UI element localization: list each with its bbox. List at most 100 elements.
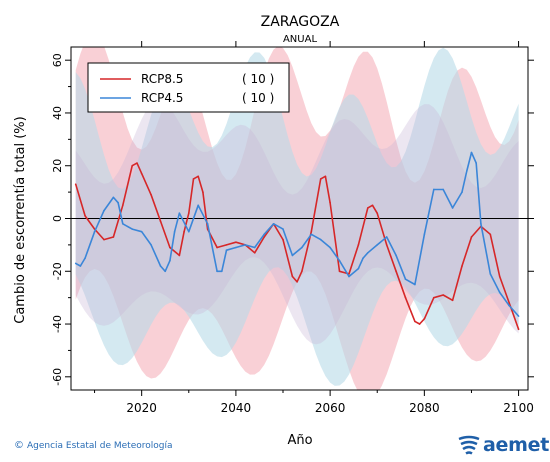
data-point xyxy=(187,230,190,233)
data-point xyxy=(508,302,510,304)
data-point xyxy=(235,246,237,249)
data-point xyxy=(178,254,181,257)
data-point xyxy=(220,270,223,273)
series-lines xyxy=(74,151,520,331)
data-point xyxy=(329,201,331,204)
y-tick-label: 40 xyxy=(51,106,64,120)
data-point xyxy=(136,162,138,164)
data-point xyxy=(451,207,454,209)
data-point xyxy=(385,244,388,246)
data-point xyxy=(202,191,204,193)
aemet-logo-icon xyxy=(458,435,480,455)
data-point xyxy=(93,230,96,233)
data-point xyxy=(140,172,143,175)
data-point xyxy=(414,320,416,323)
data-point xyxy=(272,222,275,225)
series-rcp45 xyxy=(74,151,520,317)
data-point xyxy=(235,241,237,244)
data-point xyxy=(517,328,520,331)
data-point xyxy=(79,265,82,267)
data-point xyxy=(432,296,435,299)
data-point xyxy=(385,236,388,238)
data-point xyxy=(150,193,152,196)
credit-text: Agencia Estatal de Meteorología xyxy=(27,441,173,451)
plot-area xyxy=(71,47,528,390)
copyright-symbol: © xyxy=(14,440,24,451)
data-point xyxy=(470,236,473,238)
chart-title: ZARAGOZA xyxy=(261,14,340,30)
data-point xyxy=(112,236,115,238)
data-point xyxy=(404,296,407,299)
data-point xyxy=(395,270,397,273)
data-point xyxy=(475,162,477,164)
data-point xyxy=(159,265,162,267)
data-point xyxy=(480,222,482,225)
x-tick-label: 2100 xyxy=(503,401,534,415)
x-axis: 2020 2040 2060 2080 2100 xyxy=(94,41,534,415)
x-tick-label: 2040 xyxy=(221,401,252,415)
data-point xyxy=(263,233,265,236)
data-point xyxy=(310,233,313,236)
y-tick-label: -20 xyxy=(51,262,64,280)
data-point xyxy=(414,283,416,286)
data-point xyxy=(131,164,134,167)
data-point xyxy=(197,204,200,207)
data-point xyxy=(103,238,105,241)
data-point xyxy=(173,230,176,233)
data-point xyxy=(291,254,294,257)
data-point xyxy=(197,175,200,178)
x-tick-label: 2020 xyxy=(126,401,157,415)
legend-count: ( 10 ) xyxy=(242,72,274,86)
band-overlap xyxy=(75,100,519,345)
aemet-logo: aemet xyxy=(458,434,549,456)
data-point xyxy=(338,259,341,262)
data-point xyxy=(461,191,463,193)
data-point xyxy=(169,259,171,262)
legend-count: ( 10 ) xyxy=(242,91,274,105)
chart-subtitle: ANUAL xyxy=(283,34,317,45)
data-point xyxy=(216,246,218,249)
data-point xyxy=(291,275,294,278)
data-point xyxy=(461,265,463,267)
series-line xyxy=(74,162,520,330)
y-axis-label: Cambio de escorrentía total (%) xyxy=(13,116,28,324)
data-point xyxy=(192,178,195,180)
data-point xyxy=(301,270,303,273)
data-point xyxy=(329,246,331,249)
data-point xyxy=(517,315,520,317)
data-point xyxy=(74,262,77,265)
series-rcp85 xyxy=(74,162,520,331)
data-point xyxy=(131,228,134,230)
data-point xyxy=(263,236,265,238)
data-point xyxy=(498,275,501,278)
data-point xyxy=(225,244,228,246)
y-tick-label: 0 xyxy=(51,215,64,222)
data-point xyxy=(319,238,322,241)
data-point xyxy=(164,270,167,273)
data-point xyxy=(418,323,421,325)
data-point xyxy=(112,196,115,199)
data-point xyxy=(362,257,364,259)
data-point xyxy=(442,294,444,296)
y-tick-label: 60 xyxy=(51,53,64,67)
legend-box xyxy=(87,62,290,113)
data-point xyxy=(159,220,162,222)
band-rcp45 xyxy=(75,47,519,386)
data-point xyxy=(216,270,218,273)
data-point xyxy=(423,317,426,320)
data-point xyxy=(117,201,119,204)
data-point xyxy=(103,209,105,212)
data-point xyxy=(319,178,322,180)
data-point xyxy=(122,222,124,225)
data-point xyxy=(395,254,397,257)
data-point xyxy=(225,249,228,251)
data-point xyxy=(489,233,492,236)
data-point xyxy=(183,230,185,233)
x-tick-label: 2060 xyxy=(315,401,346,415)
data-point xyxy=(301,246,303,249)
data-point xyxy=(367,207,369,209)
data-point xyxy=(451,299,454,302)
data-point xyxy=(432,188,435,191)
data-point xyxy=(371,204,374,207)
